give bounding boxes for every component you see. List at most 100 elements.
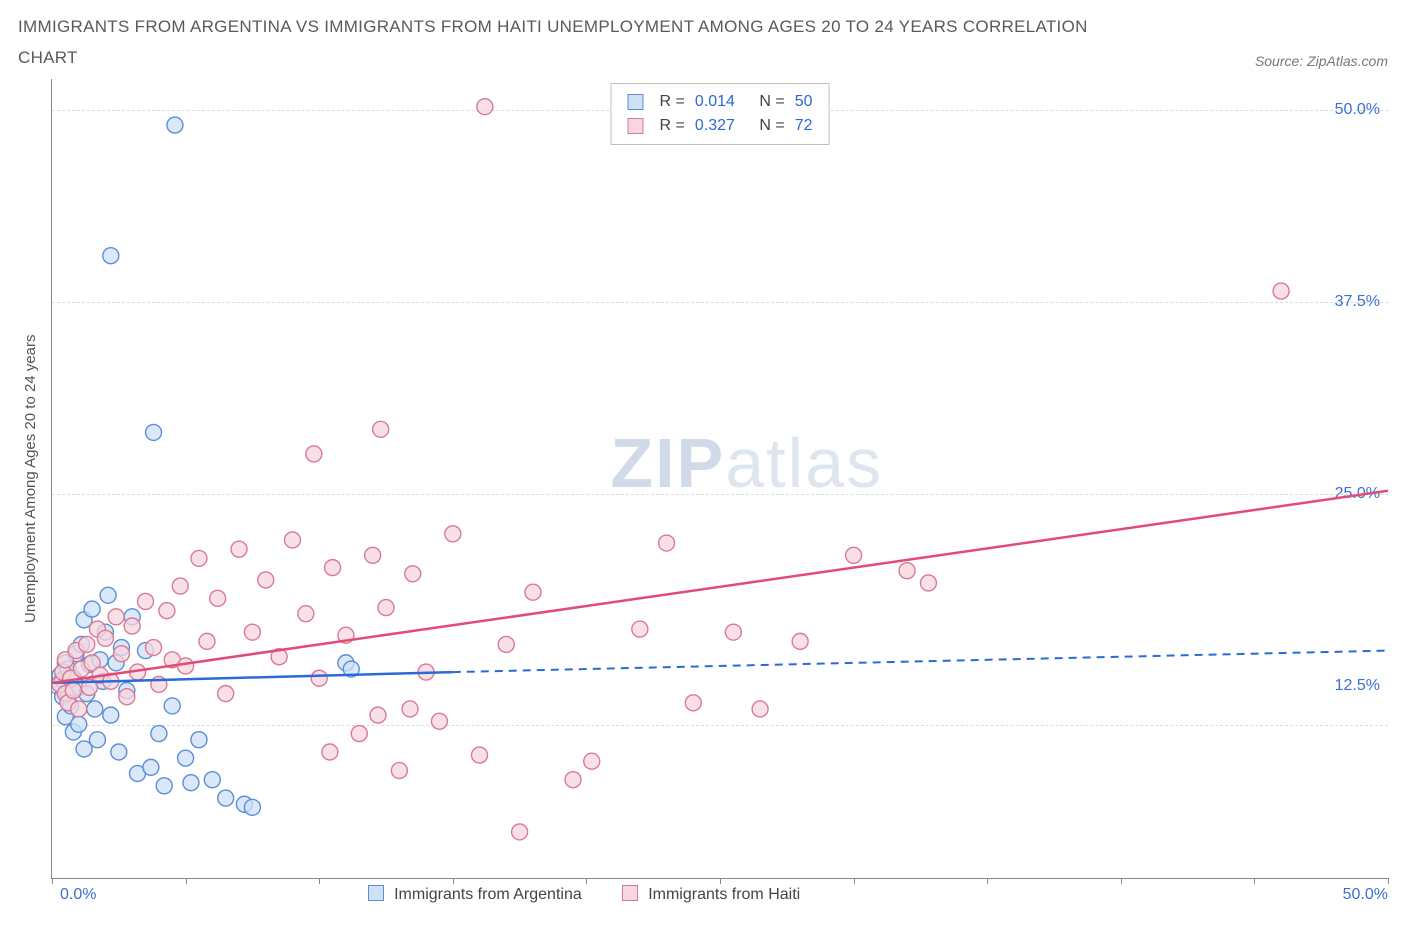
x-axis-max-label: 50.0% [1343,886,1388,904]
data-point-haiti [311,670,327,686]
legend-item-haiti: Immigrants from Haiti [622,885,800,904]
chart-wrap: Unemployment Among Ages 20 to 24 years Z… [18,79,1388,879]
x-tick [1254,878,1255,884]
data-point-haiti [373,422,389,438]
x-tick [186,878,187,884]
data-point-haiti [97,630,113,646]
data-point-haiti [159,603,175,619]
data-point-argentina [167,117,183,133]
stats-r-label: R = [660,90,685,114]
data-point-haiti [725,624,741,640]
stats-swatch-haiti [628,118,644,134]
legend-swatch-argentina [368,885,384,901]
x-tick [1121,878,1122,884]
data-point-argentina [151,726,167,742]
data-point-argentina [100,587,116,603]
data-point-haiti [79,637,95,653]
data-point-haiti [405,566,421,582]
data-point-argentina [244,800,260,816]
data-point-haiti [138,594,154,610]
data-point-argentina [191,732,207,748]
data-point-haiti [445,526,461,542]
data-point-haiti [402,701,418,717]
stats-n-value: 50 [795,90,813,114]
chart-title: IMMIGRANTS FROM ARGENTINA VS IMMIGRANTS … [18,12,1138,73]
legend-item-argentina: Immigrants from Argentina [368,885,582,904]
data-point-haiti [298,606,314,622]
data-point-haiti [512,824,528,840]
data-point-haiti [584,753,600,769]
stats-n-value: 72 [795,114,813,138]
stats-row: R = 0.327 N = 72 [628,114,813,138]
data-point-haiti [71,701,87,717]
data-point-haiti [431,713,447,729]
stats-r-value: 0.014 [695,90,735,114]
source-label: Source: ZipAtlas.com [1255,53,1388,73]
data-point-argentina [218,790,234,806]
data-point-haiti [391,763,407,779]
data-point-haiti [65,683,81,699]
data-point-haiti [365,548,381,564]
x-tick [453,878,454,884]
legend-label: Immigrants from Argentina [394,886,582,903]
data-point-argentina [84,601,100,617]
data-point-haiti [199,634,215,650]
x-axis-row: 0.0% Immigrants from Argentina Immigrant… [60,885,1388,904]
data-point-haiti [146,640,162,656]
data-point-haiti [378,600,394,616]
data-point-haiti [659,535,675,551]
plot-area: ZIPatlas R = 0.014 N = 50 R = 0.327 N = … [51,79,1388,879]
data-point-haiti [1273,283,1289,299]
stats-r-value: 0.327 [695,114,735,138]
data-point-haiti [920,575,936,591]
stats-swatch-argentina [628,94,644,110]
x-tick [1388,878,1389,884]
data-point-haiti [498,637,514,653]
data-point-argentina [103,707,119,723]
data-point-argentina [111,744,127,760]
data-point-haiti [685,695,701,711]
stats-n-label: N = [759,90,784,114]
x-legend: Immigrants from Argentina Immigrants fro… [368,885,801,904]
data-point-haiti [792,634,808,650]
trend-line [52,491,1388,683]
data-point-argentina [143,760,159,776]
data-point-haiti [172,578,188,594]
stats-r-label: R = [660,114,685,138]
data-point-haiti [565,772,581,788]
data-point-haiti [472,747,488,763]
y-axis-title: Unemployment Among Ages 20 to 24 years [18,79,43,879]
legend-swatch-haiti [622,885,638,901]
data-point-haiti [632,621,648,637]
data-point-haiti [178,658,194,674]
x-tick [854,878,855,884]
data-point-haiti [124,618,140,634]
data-point-argentina [87,701,103,717]
x-tick [720,878,721,884]
data-point-haiti [284,532,300,548]
data-point-haiti [477,99,493,115]
x-tick [319,878,320,884]
scatter-svg [52,79,1388,878]
data-point-argentina [146,425,162,441]
data-point-haiti [306,446,322,462]
data-point-haiti [370,707,386,723]
stats-row: R = 0.014 N = 50 [628,90,813,114]
data-point-haiti [119,689,135,705]
data-point-haiti [525,584,541,600]
data-point-argentina [156,778,172,794]
x-tick [987,878,988,884]
data-point-haiti [752,701,768,717]
data-point-haiti [258,572,274,588]
data-point-argentina [71,717,87,733]
stats-box: R = 0.014 N = 50 R = 0.327 N = 72 [611,83,830,145]
x-tick [52,878,53,884]
data-point-argentina [183,775,199,791]
data-point-haiti [351,726,367,742]
header-row: IMMIGRANTS FROM ARGENTINA VS IMMIGRANTS … [18,12,1388,73]
data-point-haiti [218,686,234,702]
data-point-haiti [322,744,338,760]
data-point-argentina [103,248,119,264]
data-point-argentina [178,750,194,766]
data-point-argentina [89,732,105,748]
